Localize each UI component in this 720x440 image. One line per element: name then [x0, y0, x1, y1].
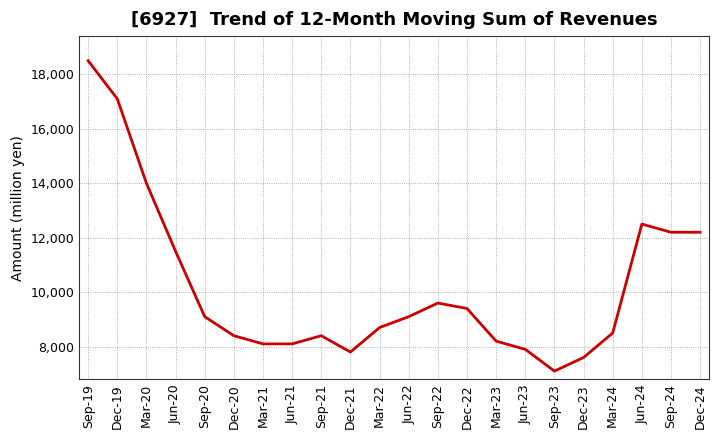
- Y-axis label: Amount (million yen): Amount (million yen): [11, 135, 25, 281]
- Title: [6927]  Trend of 12-Month Moving Sum of Revenues: [6927] Trend of 12-Month Moving Sum of R…: [131, 11, 657, 29]
